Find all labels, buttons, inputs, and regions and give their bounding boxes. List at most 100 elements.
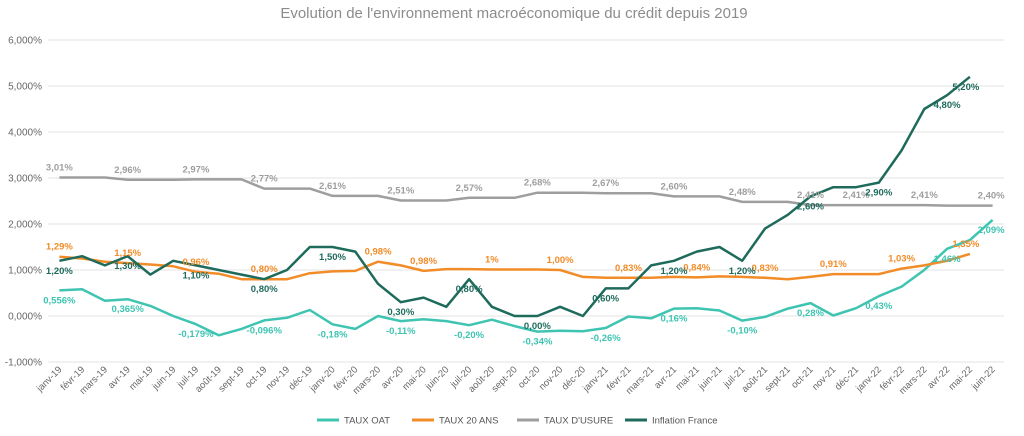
- data-label: 2,09%: [978, 225, 1005, 236]
- x-tick-label: mai-20: [400, 364, 428, 392]
- data-label: 1,15%: [114, 248, 141, 259]
- x-tick-label: janv-19: [34, 364, 65, 395]
- x-tick-label: nov-19: [264, 364, 292, 392]
- series-line-taux-20-ans: [59, 252, 971, 281]
- data-label: 2,40%: [978, 191, 1005, 202]
- x-tick-label: juin-19: [150, 364, 179, 393]
- data-label: 0,98%: [410, 256, 437, 267]
- y-tick-label: 0,000%: [8, 312, 42, 323]
- data-label: 1,30%: [114, 261, 141, 272]
- data-label: 1,29%: [46, 242, 73, 253]
- y-axis: -1,000% 0,000% 1,000% 2,000% 3,000% 4,000% 5,0…: [5, 36, 42, 369]
- data-label: 0,43%: [865, 301, 892, 312]
- data-label: 0,00%: [524, 321, 551, 332]
- series-line-taux-d-usure: [59, 176, 993, 207]
- data-label: 0,80%: [456, 284, 483, 295]
- x-tick-label: mai-21: [674, 364, 702, 392]
- data-label: -0,26%: [591, 333, 622, 344]
- data-label: 0,556%: [43, 295, 76, 306]
- data-label: 1%: [485, 255, 499, 266]
- data-label: 2,68%: [524, 178, 551, 189]
- data-label: 2,51%: [387, 186, 414, 197]
- data-label: 2,41%: [843, 190, 870, 201]
- x-tick-label: mai-22: [947, 364, 975, 392]
- data-label: 0,365%: [112, 304, 145, 315]
- chart-title: Evolution de l'environnement macroéconom…: [280, 5, 747, 22]
- data-label: 1,20%: [660, 266, 687, 277]
- data-label: -0,10%: [727, 326, 758, 337]
- data-label: -0,34%: [522, 337, 553, 348]
- data-label: 1,20%: [729, 266, 756, 277]
- data-label: 0,60%: [592, 293, 619, 304]
- data-label: 2,77%: [251, 174, 278, 185]
- y-tick-label: 3,000%: [8, 174, 42, 185]
- y-tick-label: 4,000%: [8, 128, 42, 139]
- data-label: 0,84%: [683, 262, 710, 273]
- data-label: -0,179%: [178, 329, 214, 340]
- data-label: 2,96%: [114, 165, 141, 176]
- data-label: 2,41%: [797, 190, 824, 201]
- data-label: 2,48%: [729, 187, 756, 198]
- legend: TAUX OAT TAUX 20 ANS TAUX D'USURE Inflation…: [317, 416, 717, 427]
- series-lines: [59, 75, 994, 337]
- data-label: 0,80%: [251, 284, 278, 295]
- x-tick-label: juin-22: [969, 364, 998, 393]
- y-tick-label: 2,000%: [8, 220, 42, 231]
- x-tick-label: janv-20: [307, 364, 338, 395]
- data-label: 2,90%: [865, 188, 892, 199]
- y-tick-label: -1,000%: [5, 358, 42, 369]
- y-tick-label: 6,000%: [8, 36, 42, 47]
- x-tick-label: sept-19: [216, 364, 246, 394]
- legend-label: Inflation France: [652, 416, 717, 427]
- legend-label: TAUX D'USURE: [544, 416, 613, 427]
- data-label: 2,57%: [456, 183, 483, 194]
- data-label: 1,20%: [46, 266, 73, 277]
- data-label: 0,16%: [660, 314, 687, 325]
- data-label: 1,46%: [934, 254, 961, 265]
- data-label: 1,35%: [952, 239, 979, 250]
- data-label: 0,30%: [387, 307, 414, 318]
- data-label: 3,01%: [46, 163, 73, 174]
- x-tick-label: janv-21: [580, 364, 611, 395]
- data-label: 5,20%: [952, 82, 979, 93]
- x-tick-label: mai-19: [127, 364, 155, 392]
- data-label: 1,50%: [319, 252, 346, 263]
- data-label: 4,80%: [934, 100, 961, 111]
- data-label: 0,96%: [182, 257, 209, 268]
- x-tick-label: nov-20: [537, 364, 565, 392]
- data-label: 0,80%: [251, 264, 278, 275]
- data-label: 0,91%: [820, 259, 847, 270]
- data-label: -0,096%: [247, 325, 283, 336]
- data-label: 2,61%: [319, 181, 346, 192]
- data-label: -0,18%: [317, 329, 348, 340]
- legend-label: TAUX 20 ANS: [439, 416, 499, 427]
- x-axis: janv-19févr-19mars-19avr-19mai-19juin-19…: [34, 364, 998, 396]
- y-tick-label: 5,000%: [8, 82, 42, 93]
- x-tick-label: sept-21: [763, 364, 793, 394]
- data-label: 1,00%: [547, 255, 574, 266]
- data-label: 2,97%: [182, 164, 209, 175]
- y-tick-label: 1,000%: [8, 266, 42, 277]
- x-tick-label: nov-21: [810, 364, 838, 392]
- data-label: 2,67%: [592, 178, 619, 189]
- data-label: -0,11%: [386, 326, 416, 337]
- data-label: 0,28%: [797, 308, 824, 319]
- data-label: 1,03%: [888, 254, 915, 265]
- x-tick-label: juin-21: [696, 364, 725, 393]
- legend-label: TAUX OAT: [344, 416, 390, 427]
- data-labels: 0,556% 0,365% -0,179% -0,096% -0,18% -0,11% -0…: [43, 82, 1005, 348]
- x-tick-label: sept-20: [490, 364, 520, 394]
- data-label: 2,41%: [911, 190, 938, 201]
- data-label: 0,98%: [365, 247, 392, 258]
- data-label: -0,20%: [454, 330, 485, 341]
- data-label: 0,83%: [752, 263, 779, 274]
- data-label: 2,60%: [660, 181, 687, 192]
- x-tick-label: juin-20: [423, 364, 452, 393]
- data-label: 2,60%: [797, 201, 824, 212]
- data-label: 1,10%: [182, 270, 209, 281]
- series-line-taux-oat: [59, 218, 994, 337]
- data-label: 0,83%: [615, 263, 642, 274]
- series-line-inflation-france: [59, 75, 971, 318]
